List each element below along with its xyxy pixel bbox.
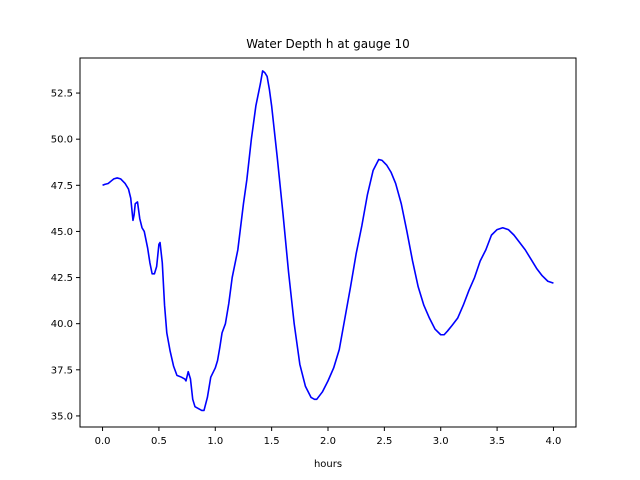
x-tick-label: 4.0: [546, 436, 562, 447]
x-tick-label: 0.0: [95, 436, 111, 447]
x-axis: 0.0 0.5 1.0 1.5 2.0 2.5 3.0 3.5 4.0: [95, 427, 562, 447]
series-line: [102, 70, 554, 412]
y-tick-label: 37.5: [51, 365, 73, 376]
x-tick-label: 3.5: [489, 436, 505, 447]
y-tick-label: 45.0: [51, 227, 73, 238]
x-tick-label: 0.5: [151, 436, 167, 447]
y-tick-label: 50.0: [51, 135, 73, 146]
x-tick-label: 2.0: [320, 436, 336, 447]
y-tick-label: 47.5: [51, 181, 73, 192]
x-tick-label: 1.5: [264, 436, 280, 447]
y-tick-label: 52.5: [51, 89, 73, 100]
plot-area: [79, 57, 577, 428]
x-tick-label: 3.0: [433, 436, 449, 447]
x-tick-label: 2.5: [376, 436, 392, 447]
chart-title: Water Depth h at gauge 10: [246, 37, 410, 51]
x-tick-label: 1.0: [207, 436, 223, 447]
plot-frame: [79, 57, 577, 428]
x-axis-label: hours: [314, 459, 342, 470]
y-axis: 35.0 37.5 40.0 42.5 45.0 47.5 50.0 52.5: [51, 89, 80, 422]
y-tick-label: 42.5: [51, 273, 73, 284]
y-tick-label: 40.0: [51, 319, 73, 330]
y-tick-label: 35.0: [51, 411, 73, 422]
